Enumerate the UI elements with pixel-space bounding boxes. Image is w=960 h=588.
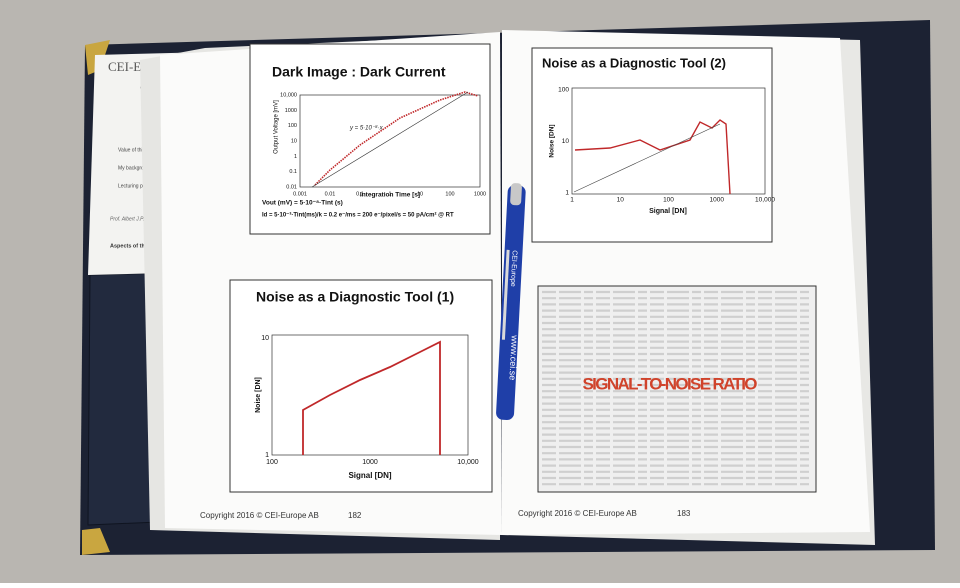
x-tick-label: 0.001 [293,191,307,197]
x-tick-label: 10,000 [755,197,775,204]
fit-label: y = 5·10⁻⁸·x [349,125,384,132]
footer: Copyright 2016 © CEI-Europe AB [518,509,637,518]
pen-tip [510,183,522,206]
pen-clip [501,249,510,340]
slide-title: Noise as a Diagnostic Tool (2) [542,55,726,70]
y-tick-label: 0.1 [289,169,297,175]
slide [249,43,491,235]
y-axis-label: Output Voltage [mV] [274,100,280,154]
y-tick-label: 1000 [285,108,297,114]
pen-brand: CEI-Europe [509,250,518,287]
x-axis-label: Signal [DN] [348,471,391,480]
pen-body [496,185,526,421]
x-tick-label: 100 [663,197,674,204]
x-axis-label: Signal [DN] [649,208,687,215]
curve [314,91,479,186]
x-tick-label: 10,000 [457,459,479,466]
trend-line [573,123,721,193]
formula: Vout (mV) = 5·10⁻⁸·Tint (s) [262,200,343,207]
slide-title: SIGNAL-TO-NOISE RATIO [583,374,758,393]
curve [574,119,731,195]
y-tick-label: 10 [562,138,570,145]
slide [229,279,493,493]
page-number: 183 [677,509,691,518]
slide-title: Noise as a Diagnostic Tool (1) [256,289,454,305]
aspects: Aspects of the cou [110,243,159,249]
fit-line [311,91,469,188]
x-tick-label: 100 [445,191,454,197]
x-tick-label: 1000 [710,197,725,204]
x-tick-label: 0.1 [356,191,364,197]
y-axis-label: Noise [DN] [255,377,262,413]
plot-frame [299,94,481,188]
x-tick-label: 1 [388,191,391,197]
plot-frame [571,87,766,195]
x-tick-label: 10 [617,197,625,204]
x-tick-label: 100 [266,459,278,466]
y-tick-label: 1 [294,154,297,160]
x-tick-label: 1000 [474,191,486,197]
page-number: 182 [348,511,362,520]
y-tick-label: 1 [565,190,569,197]
y-tick-label: 1 [265,452,269,459]
x-tick-label: 0.01 [325,191,336,197]
slide [537,285,817,493]
x-tick-label: 10 [417,191,423,197]
curve [302,340,441,455]
y-tick-label: 10,000 [280,92,297,98]
y-tick-label: 10 [261,335,269,342]
x-tick-label: 1000 [362,459,378,466]
field: Lecturing pace: [118,183,152,189]
y-axis-label: Noise [DN] [549,124,556,157]
plot-frame [271,334,469,456]
x-tick-label: 1 [570,197,574,204]
slide-title: Dark Image : Dark Current [272,64,446,80]
y-tick-label: 0.01 [286,184,297,190]
word-cloud [542,290,812,486]
pen: CEI-Europe www.cei.se [496,183,526,421]
y-tick-label: 100 [288,123,297,129]
y-tick-label: 10 [291,138,297,144]
y-tick-label: 100 [558,87,569,94]
signature: Prof. Albert J.P. Theuwissen [110,216,172,222]
footer: Copyright 2016 © CEI-Europe AB [200,511,319,520]
corner [82,528,110,555]
pen-url: www.cei.se [507,334,519,380]
formula: Id = 5·10⁻³·Tint(ms)/k = 0.2 e⁻/ms = 200… [262,212,454,219]
x-axis-label: Integration Time [s] [360,192,420,199]
